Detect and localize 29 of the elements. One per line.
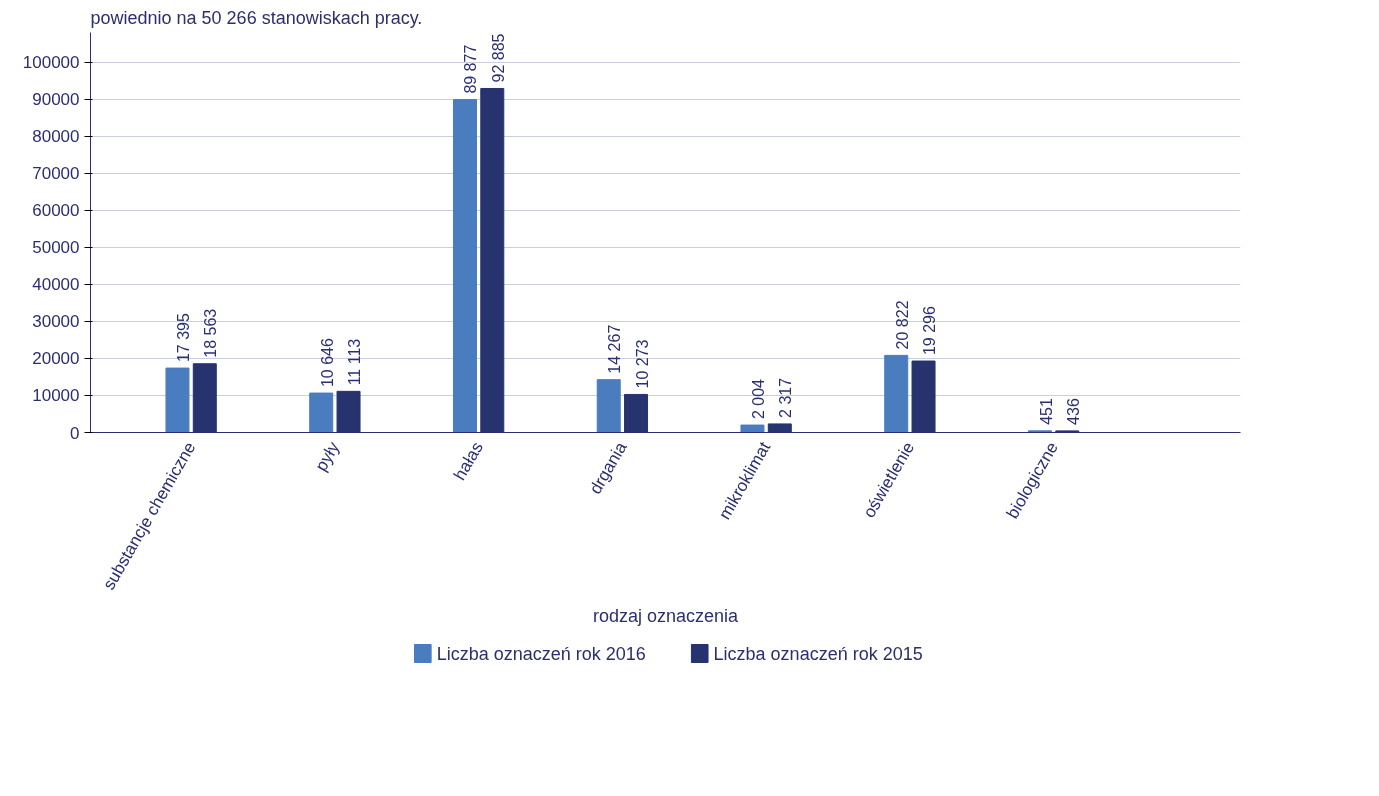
- data-label: 17 395: [174, 313, 192, 363]
- y-tick-label: 100000: [22, 53, 80, 73]
- data-label: 436: [1065, 398, 1083, 425]
- data-label: 19 296: [921, 305, 939, 356]
- data-label: 451: [1037, 398, 1055, 425]
- x-axis-title: rodzaj oznaczenia: [592, 605, 740, 626]
- y-tick-label: 40000: [32, 275, 80, 295]
- data-label: 11 113: [346, 338, 364, 386]
- data-label: 2 317: [777, 377, 795, 418]
- y-tick-label: 10000: [32, 386, 80, 406]
- y-tick-label: 30000: [32, 312, 80, 332]
- legend-label: Liczba oznaczeń rok 2016: [436, 643, 646, 664]
- y-tick-label: 60000: [32, 201, 80, 221]
- y-tick-label: 80000: [32, 127, 80, 147]
- data-label: 92 885: [489, 33, 507, 83]
- y-tick-label: 90000: [32, 90, 80, 110]
- data-label: 10 646: [318, 338, 336, 388]
- y-tick-label: 50000: [32, 238, 80, 258]
- data-label: 14 267: [606, 324, 624, 374]
- data-label: 10 273: [633, 339, 651, 389]
- legend-label: Liczba oznaczeń rok 2015: [713, 643, 923, 664]
- y-tick-label: 70000: [32, 164, 80, 184]
- data-label: 2 004: [749, 378, 767, 420]
- data-label: 20 822: [893, 300, 911, 350]
- text: powiednio na 50 266 stanowiskach pracy.: [90, 7, 423, 28]
- y-tick-label: 20000: [32, 349, 80, 369]
- data-label: 89 877: [462, 44, 480, 94]
- y-tick-label: 0: [70, 423, 80, 443]
- data-label: 18 563: [202, 308, 220, 358]
